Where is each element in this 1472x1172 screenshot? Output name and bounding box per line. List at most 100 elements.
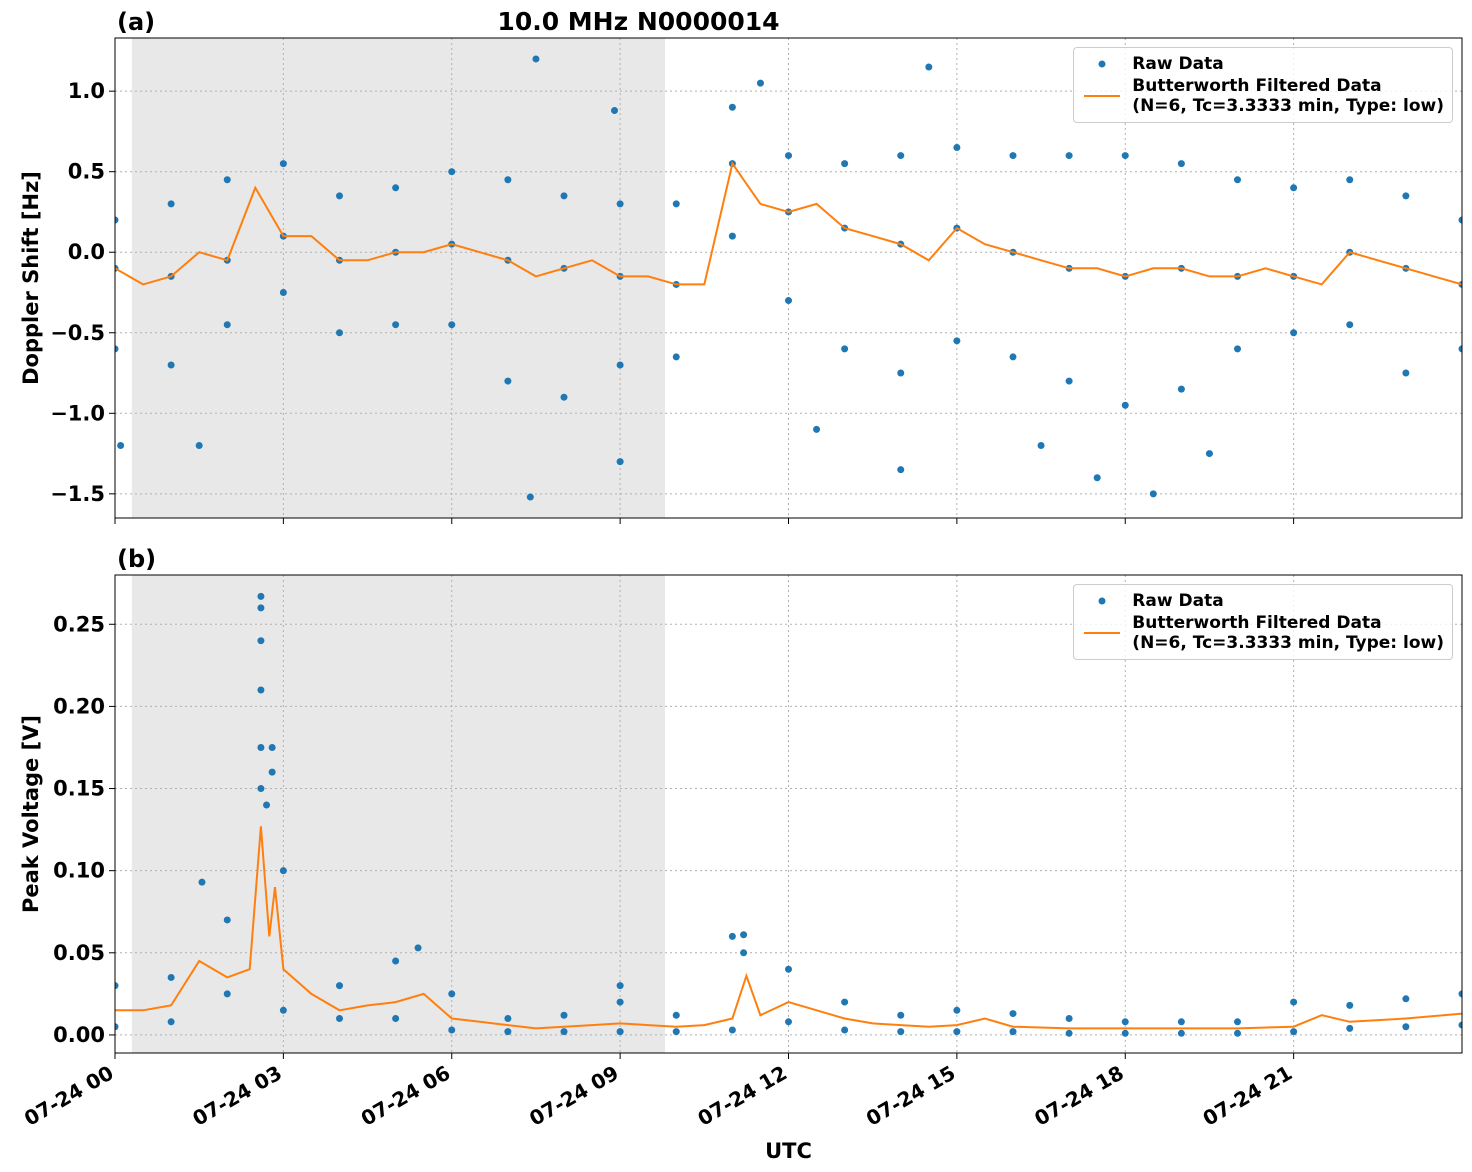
raw-point [1177, 1029, 1185, 1037]
raw-point [611, 106, 619, 114]
raw-point [268, 743, 276, 751]
raw-point [1290, 184, 1298, 192]
raw-point [532, 55, 540, 63]
raw-point [392, 184, 400, 192]
plot-area [115, 55, 1462, 501]
raw-point [504, 176, 512, 184]
raw-point [1234, 176, 1241, 184]
legend-dot [1098, 597, 1106, 605]
legend-label: Butterworth Filtered Data (N=6, Tc=3.333… [1132, 613, 1444, 653]
raw-point [841, 345, 849, 353]
raw-point [1458, 216, 1462, 224]
raw-point [1177, 1018, 1185, 1026]
raw-point [616, 458, 624, 466]
y-tick-label: 0.05 [53, 941, 105, 965]
raw-point [1458, 345, 1462, 353]
raw-point [504, 1015, 512, 1023]
raw-point [560, 192, 568, 200]
raw-point [392, 321, 400, 329]
y-tick-label: 0.5 [68, 160, 105, 184]
raw-point [1234, 1018, 1241, 1026]
raw-point [392, 957, 400, 965]
raw-point [279, 288, 287, 296]
raw-point [167, 361, 175, 369]
raw-point [785, 297, 792, 305]
raw-point [1093, 474, 1101, 482]
y-tick-label: −1.0 [50, 401, 105, 425]
legend-marker [1098, 60, 1106, 68]
x-tick-label: 07-24 18 [1030, 1061, 1128, 1131]
raw-point [414, 944, 422, 952]
shaded-region [131, 575, 666, 1053]
raw-point [728, 232, 736, 240]
raw-point [953, 1006, 961, 1014]
legend-entry: Raw Data [1082, 591, 1444, 611]
raw-point [257, 785, 265, 793]
raw-point [1009, 152, 1017, 160]
raw-point [560, 393, 568, 401]
y-tick-label: 0.10 [53, 859, 105, 883]
raw-point [1346, 176, 1354, 184]
raw-point [1346, 1024, 1354, 1032]
raw-point [616, 200, 624, 208]
x-axis-label: UTC [765, 1139, 812, 1163]
legend: Raw Data Butterworth Filtered Data (N=6, … [1073, 47, 1453, 123]
legend-marker [1084, 95, 1121, 97]
raw-point [257, 686, 265, 694]
raw-point [223, 916, 231, 924]
legend-label: Raw Data [1132, 591, 1224, 611]
raw-point [1121, 1018, 1129, 1026]
raw-point [167, 200, 175, 208]
raw-point [223, 990, 231, 998]
raw-point [1177, 160, 1185, 168]
raw-point [897, 152, 905, 160]
raw-point [223, 321, 231, 329]
x-tick-label: 07-24 15 [862, 1061, 960, 1131]
raw-point [336, 192, 343, 200]
raw-point [1065, 1015, 1073, 1023]
raw-point [756, 79, 764, 87]
raw-point [1149, 490, 1157, 498]
legend-marker [1098, 597, 1106, 605]
raw-point [1458, 1021, 1462, 1029]
raw-point [785, 965, 792, 973]
y-tick-label: 0.00 [53, 1023, 105, 1047]
raw-point [526, 493, 534, 501]
legend-label: Raw Data [1132, 54, 1224, 74]
raw-point [672, 1011, 680, 1019]
raw-point [115, 1023, 119, 1031]
raw-point [925, 63, 933, 71]
legend-dot [1098, 60, 1106, 68]
y-tick-label: −0.5 [50, 321, 105, 345]
raw-point [672, 200, 680, 208]
raw-point [813, 425, 821, 433]
raw-point [616, 982, 624, 990]
chart-title: 10.0 MHz N0000014 [497, 7, 779, 36]
raw-point [740, 931, 748, 939]
raw-point [1065, 377, 1073, 385]
x-tick-label: 07-24 03 [188, 1061, 286, 1131]
raw-point [263, 801, 271, 809]
raw-point [616, 361, 624, 369]
y-tick-label: 0.0 [68, 240, 105, 264]
raw-point [279, 160, 287, 168]
raw-point [1402, 192, 1410, 200]
raw-point [1234, 1029, 1241, 1037]
raw-point [115, 982, 119, 990]
legend-entry: Butterworth Filtered Data (N=6, Tc=3.333… [1082, 613, 1444, 653]
raw-point [167, 973, 175, 981]
raw-point [279, 867, 287, 875]
raw-point [1037, 442, 1045, 450]
axes-frame [114, 574, 1463, 1054]
raw-point [198, 878, 206, 886]
shaded-region [131, 38, 666, 518]
y-tick-label: 0.25 [53, 612, 105, 636]
raw-point [897, 1011, 905, 1019]
raw-point [1402, 369, 1410, 377]
raw-point [1009, 353, 1017, 361]
panel-label: (b) [117, 545, 156, 573]
raw-point [195, 442, 203, 450]
raw-point [1009, 1028, 1017, 1036]
raw-point [841, 160, 849, 168]
raw-point [257, 637, 265, 645]
